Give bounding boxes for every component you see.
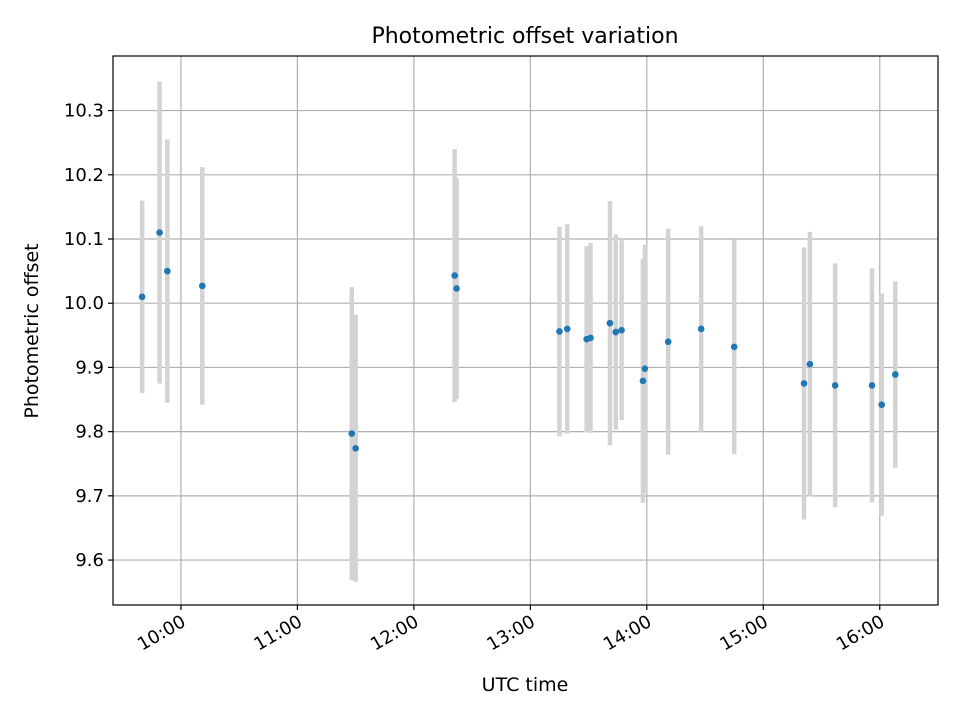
y-tick-label: 9.8 <box>75 422 104 443</box>
chart-title: Photometric offset variation <box>371 24 678 49</box>
y-tick-label: 10.2 <box>64 165 104 186</box>
data-point <box>587 334 594 342</box>
data-point <box>800 380 808 387</box>
x-axis-label: UTC time <box>482 674 569 696</box>
y-tick-label: 10.1 <box>64 229 104 250</box>
data-point <box>697 325 705 333</box>
data-point <box>664 338 672 346</box>
y-tick-label: 9.9 <box>75 357 104 378</box>
data-point <box>563 325 571 333</box>
data-point <box>618 326 625 334</box>
data-point <box>198 282 206 290</box>
y-axis-label: Photometric offset <box>21 243 43 418</box>
data-point <box>156 229 163 236</box>
data-point <box>453 285 460 292</box>
plot-frame <box>112 55 939 606</box>
data-point <box>641 365 649 373</box>
data-point <box>138 293 146 301</box>
data-point <box>868 382 876 389</box>
point-layer <box>138 229 899 452</box>
y-tick-label: 9.6 <box>75 550 104 571</box>
data-point <box>891 371 899 378</box>
y-tick-label: 10.0 <box>64 293 104 314</box>
data-point <box>556 328 563 335</box>
y-tick-label: 10.3 <box>64 101 104 122</box>
y-tick-label: 9.7 <box>75 486 104 507</box>
data-point <box>639 377 647 385</box>
data-point <box>451 272 458 279</box>
data-point <box>878 401 886 408</box>
grid-layer <box>113 56 938 605</box>
data-point <box>730 343 738 351</box>
data-point <box>806 360 814 368</box>
data-point <box>612 328 620 336</box>
data-point <box>348 430 356 437</box>
data-point <box>164 267 171 275</box>
data-point <box>352 445 359 452</box>
data-point <box>606 319 614 327</box>
data-point <box>831 382 839 389</box>
